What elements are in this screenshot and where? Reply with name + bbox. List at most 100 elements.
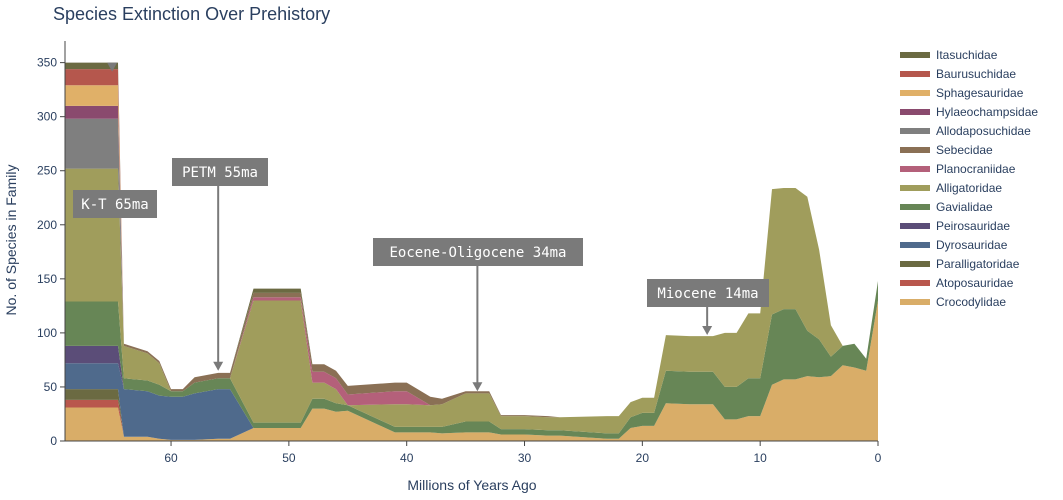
legend-item-allodaposuchidae[interactable]: Allodaposuchidae (900, 124, 1031, 138)
annotation-label: K-T 65ma (81, 197, 148, 213)
legend-item-dyrosauridae[interactable]: Dyrosauridae (900, 238, 1008, 252)
legend-item-sphagesauridae[interactable]: Sphagesauridae (900, 86, 1024, 100)
legend-label: Baurusuchidae (936, 67, 1016, 81)
legend-label: Atoposauridae (936, 276, 1014, 290)
legend-label: Sebecidae (936, 143, 993, 157)
legend-item-gavialidae[interactable]: Gavialidae (900, 200, 993, 214)
legend-item-hylaeochampsidae[interactable]: Hylaeochampsidae (900, 105, 1038, 119)
annotation-box (73, 190, 157, 218)
x-tick: 10 (753, 441, 767, 465)
area-dyrosauridae (65, 300, 878, 440)
legend-label: Dyrosauridae (936, 238, 1008, 252)
legend-swatch (900, 90, 930, 96)
legend-label: Sphagesauridae (936, 86, 1024, 100)
legend-item-atoposauridae[interactable]: Atoposauridae (900, 276, 1014, 290)
annotation-box (373, 238, 583, 266)
legend-item-planocraniidae[interactable]: Planocraniidae (900, 162, 1016, 176)
legend-item-crocodylidae[interactable]: Crocodylidae (900, 295, 1006, 309)
legend-swatch (900, 261, 930, 267)
legend-item-baurusuchidae[interactable]: Baurusuchidae (900, 67, 1016, 81)
annotation-label: Miocene 14ma (657, 286, 758, 302)
area-gavialidae (65, 281, 878, 439)
legend-swatch (900, 299, 930, 305)
y-tick: 300 (37, 110, 65, 124)
annotation-label: Eocene-Oligocene 34ma (389, 245, 566, 261)
legend-item-alligatoridae[interactable]: Alligatoridae (900, 181, 1002, 195)
annotation-arrowhead (213, 361, 224, 371)
y-tick-label: 200 (37, 218, 57, 232)
annotation-petm-55ma: PETM 55ma (172, 158, 268, 371)
legend-swatch (900, 147, 930, 153)
x-tick-label: 20 (636, 451, 650, 465)
legend-swatch (900, 280, 930, 286)
legend-swatch (900, 52, 930, 58)
x-tick: 50 (282, 441, 296, 465)
x-tick-label: 50 (282, 451, 296, 465)
y-tick-label: 350 (37, 56, 57, 70)
annotation-k-t-65ma: K-T 65ma (73, 62, 157, 218)
y-tick: 50 (44, 380, 65, 394)
annotation-arrowhead (107, 62, 118, 72)
plot-area (65, 62, 878, 441)
legend-label: Gavialidae (936, 200, 993, 214)
legend-item-paralligatoridae[interactable]: Paralligatoridae (900, 257, 1020, 271)
legend-swatch (900, 166, 930, 172)
legend-swatch (900, 223, 930, 229)
x-tick: 30 (518, 441, 532, 465)
legend-label: Planocraniidae (936, 162, 1016, 176)
x-tick-label: 30 (518, 451, 532, 465)
legend-swatch (900, 185, 930, 191)
annotations: K-T 65ma PETM 55ma Eocene-Oligocene 34ma Mi… (73, 62, 769, 392)
legend-swatch (900, 109, 930, 115)
area-crocodylidae (65, 300, 878, 441)
legend-label: Hylaeochampsidae (936, 105, 1038, 119)
x-tick-label: 40 (400, 451, 414, 465)
y-tick: 350 (37, 56, 65, 70)
x-axis-title: Millions of Years Ago (407, 477, 536, 493)
annotation-arrowhead (702, 326, 713, 336)
x-tick-label: 60 (164, 451, 178, 465)
annotation-arrowhead (472, 382, 483, 392)
legend-swatch (900, 242, 930, 248)
y-axis-title: No. of Species in Family (3, 165, 19, 316)
legend-item-sebecidae[interactable]: Sebecidae (900, 143, 993, 157)
y-tick-label: 150 (37, 272, 57, 286)
x-tick: 0 (875, 441, 882, 465)
annotation-miocene-14ma: Miocene 14ma (647, 279, 769, 336)
legend-label: Itasuchidae (936, 48, 998, 62)
y-tick-label: 0 (50, 434, 57, 448)
annotation-eocene-oligocene-34ma: Eocene-Oligocene 34ma (373, 238, 583, 392)
y-tick: 200 (37, 218, 65, 232)
annotation-box (647, 279, 769, 307)
legend-label: Allodaposuchidae (936, 124, 1031, 138)
legend-swatch (900, 71, 930, 77)
y-tick: 250 (37, 164, 65, 178)
legend[interactable]: Itasuchidae Baurusuchidae Sphagesauridae Hy… (900, 48, 1038, 309)
annotation-label: PETM 55ma (182, 165, 258, 181)
legend-swatch (900, 204, 930, 210)
y-tick-label: 250 (37, 164, 57, 178)
legend-item-peirosauridae[interactable]: Peirosauridae (900, 219, 1010, 233)
legend-label: Alligatoridae (936, 181, 1002, 195)
y-tick-label: 50 (44, 380, 58, 394)
x-tick: 20 (636, 441, 650, 465)
chart-title: Species Extinction Over Prehistory (53, 4, 330, 24)
y-tick: 0 (50, 434, 65, 448)
x-tick: 60 (164, 441, 178, 465)
y-tick: 150 (37, 272, 65, 286)
legend-label: Paralligatoridae (936, 257, 1020, 271)
y-tick-label: 300 (37, 110, 57, 124)
y-tick-label: 100 (37, 326, 57, 340)
legend-label: Crocodylidae (936, 295, 1006, 309)
legend-item-itasuchidae[interactable]: Itasuchidae (900, 48, 998, 62)
x-tick-label: 10 (753, 451, 767, 465)
x-tick-label: 0 (875, 451, 882, 465)
y-tick: 100 (37, 326, 65, 340)
annotation-box (172, 158, 268, 186)
x-tick: 40 (400, 441, 414, 465)
area-alligatoridae (65, 168, 878, 434)
legend-label: Peirosauridae (936, 219, 1010, 233)
legend-swatch (900, 128, 930, 134)
